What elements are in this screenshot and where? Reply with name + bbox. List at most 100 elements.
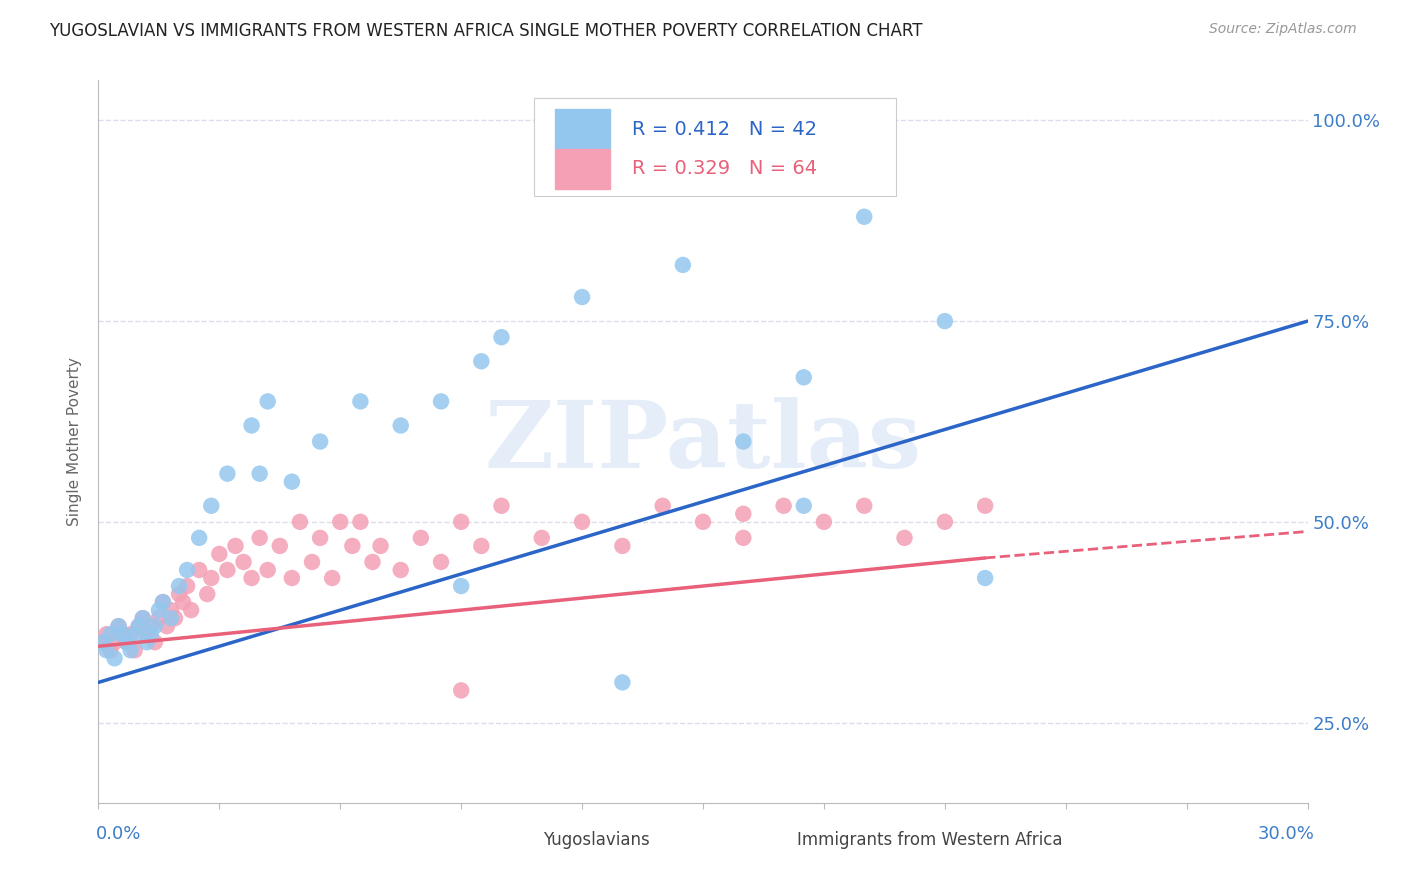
Point xyxy=(733,531,755,545)
Point xyxy=(96,627,118,641)
Point xyxy=(450,579,472,593)
Point xyxy=(281,475,304,489)
Point xyxy=(139,627,162,641)
Point xyxy=(111,627,134,641)
Point xyxy=(176,563,198,577)
Point xyxy=(450,515,472,529)
Point xyxy=(132,611,155,625)
Point xyxy=(188,563,211,577)
Point xyxy=(115,635,138,649)
Bar xyxy=(555,109,610,149)
Text: Immigrants from Western Africa: Immigrants from Western Africa xyxy=(797,831,1063,849)
Point xyxy=(103,651,125,665)
Point xyxy=(793,370,815,384)
Point xyxy=(309,531,332,545)
Point xyxy=(103,635,125,649)
Point xyxy=(349,394,371,409)
FancyBboxPatch shape xyxy=(534,98,897,196)
Point xyxy=(120,643,142,657)
Point xyxy=(934,515,956,529)
Point xyxy=(100,627,122,641)
Point xyxy=(249,467,271,481)
Point xyxy=(152,595,174,609)
Point xyxy=(135,635,157,649)
Point xyxy=(156,619,179,633)
Point xyxy=(200,571,222,585)
Point xyxy=(132,611,155,625)
Point xyxy=(91,635,114,649)
Point xyxy=(256,394,278,409)
Point xyxy=(107,619,129,633)
Point xyxy=(167,587,190,601)
Point xyxy=(139,619,162,633)
Point xyxy=(115,635,138,649)
Point xyxy=(672,258,695,272)
Point xyxy=(224,539,246,553)
Point xyxy=(96,643,118,657)
Point xyxy=(571,290,593,304)
Text: ZIPatlas: ZIPatlas xyxy=(485,397,921,486)
Point xyxy=(309,434,332,449)
Point xyxy=(571,515,593,529)
Point xyxy=(269,539,291,553)
Point xyxy=(176,579,198,593)
Point xyxy=(143,619,166,633)
Point xyxy=(143,635,166,649)
Point xyxy=(188,531,211,545)
Point xyxy=(853,210,876,224)
Point xyxy=(329,515,352,529)
Text: 0.0%: 0.0% xyxy=(96,825,141,843)
Point xyxy=(124,627,146,641)
Y-axis label: Single Mother Poverty: Single Mother Poverty xyxy=(67,357,83,526)
Point xyxy=(349,515,371,529)
Point xyxy=(160,603,183,617)
Point xyxy=(893,531,915,545)
Point xyxy=(240,571,263,585)
Point xyxy=(281,571,304,585)
Point xyxy=(232,555,254,569)
Point xyxy=(100,643,122,657)
Point xyxy=(733,507,755,521)
Text: YUGOSLAVIAN VS IMMIGRANTS FROM WESTERN AFRICA SINGLE MOTHER POVERTY CORRELATION : YUGOSLAVIAN VS IMMIGRANTS FROM WESTERN A… xyxy=(49,22,922,40)
Point xyxy=(612,539,634,553)
Point xyxy=(772,499,794,513)
Point xyxy=(288,515,311,529)
Point xyxy=(793,499,815,513)
Point xyxy=(217,467,239,481)
Point xyxy=(409,531,432,545)
Point xyxy=(135,627,157,641)
Point xyxy=(217,563,239,577)
Point xyxy=(813,515,835,529)
Point xyxy=(152,595,174,609)
Point xyxy=(195,587,218,601)
Point xyxy=(107,619,129,633)
Point xyxy=(491,499,513,513)
Text: 30.0%: 30.0% xyxy=(1258,825,1315,843)
Point xyxy=(342,539,364,553)
Point xyxy=(128,619,150,633)
Point xyxy=(249,531,271,545)
Bar xyxy=(751,829,790,852)
Text: R = 0.412   N = 42: R = 0.412 N = 42 xyxy=(631,120,817,138)
Point xyxy=(370,539,392,553)
Point xyxy=(733,434,755,449)
Point xyxy=(389,418,412,433)
Point xyxy=(491,330,513,344)
Point xyxy=(651,499,673,513)
Text: Yugoslavians: Yugoslavians xyxy=(543,831,650,849)
Point xyxy=(240,418,263,433)
Point xyxy=(361,555,384,569)
Point xyxy=(160,611,183,625)
Point xyxy=(200,499,222,513)
Point xyxy=(974,499,997,513)
Point xyxy=(853,499,876,513)
Point xyxy=(530,531,553,545)
Point xyxy=(301,555,323,569)
Point xyxy=(612,675,634,690)
Point xyxy=(208,547,231,561)
Text: Source: ZipAtlas.com: Source: ZipAtlas.com xyxy=(1209,22,1357,37)
Point xyxy=(111,627,134,641)
Bar xyxy=(555,149,610,189)
Point xyxy=(172,595,194,609)
Point xyxy=(430,555,453,569)
